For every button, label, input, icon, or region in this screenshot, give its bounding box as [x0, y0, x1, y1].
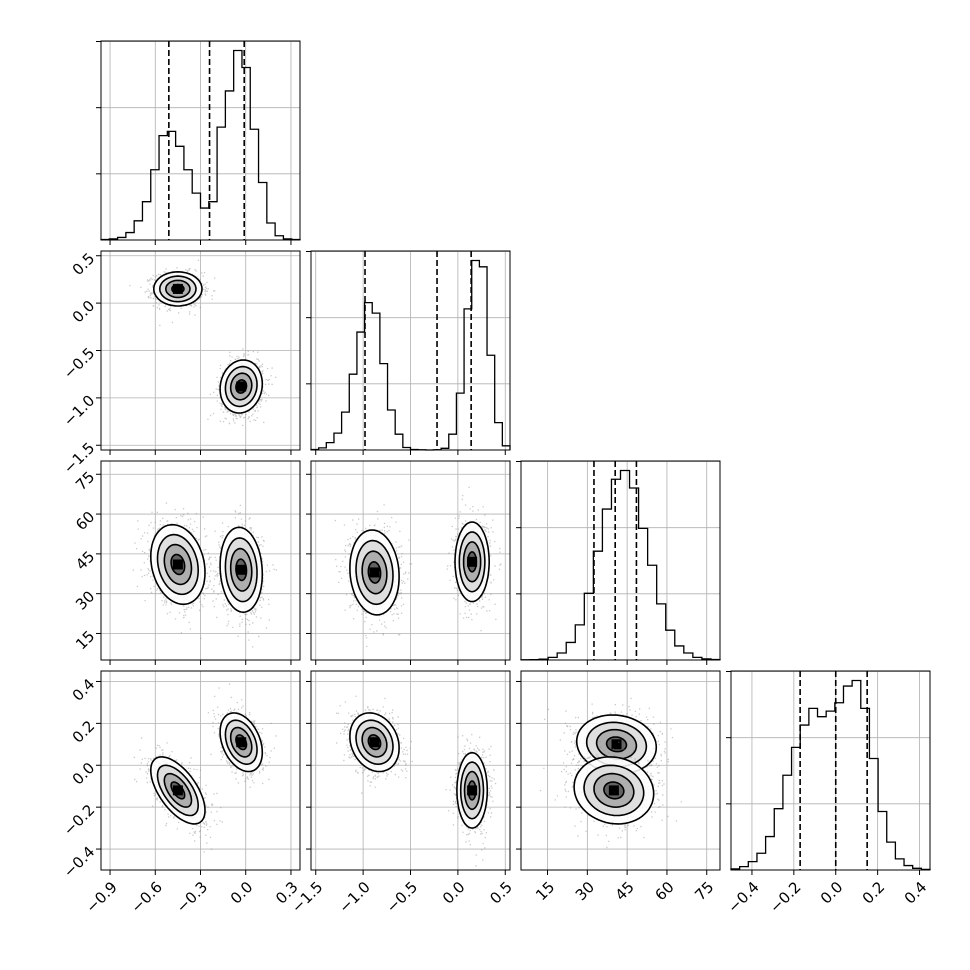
x-tick-label: 0.0 [817, 878, 847, 908]
x-tick-label: 15 [532, 878, 558, 904]
x-tick-label: 0.0 [439, 878, 469, 908]
scatter-panel-2-3 [306, 460, 511, 665]
axes-frame [100, 670, 301, 871]
x-tick-label: 0.5 [486, 878, 516, 908]
x-tick-label: −0.9 [82, 878, 120, 916]
y-tick-label: 45 [72, 548, 98, 574]
histogram-panel-4: −0.4 −0.2 0.0 0.2 0.4 [724, 670, 931, 917]
y-tick-label: 15 [72, 627, 98, 653]
y-tick-label: 60 [72, 508, 98, 534]
y-tick-label: −1.5 [60, 439, 98, 477]
x-tick-label: −0.4 [724, 878, 762, 916]
histogram-panel-2 [306, 250, 511, 455]
density-peak [236, 737, 247, 748]
axes-frame [310, 460, 511, 661]
y-tick-label: −0.5 [60, 344, 98, 382]
axes-frame [100, 250, 301, 451]
histogram-step [730, 679, 931, 871]
scatter-panel-1-2: −1.5 −1.0 −0.5 0.0 0.5 [60, 249, 301, 477]
histogram-panel-1 [96, 40, 301, 245]
axes-frame [100, 40, 301, 241]
density-peak [608, 785, 619, 796]
density-peak [172, 785, 183, 796]
y-tick-label: 0.4 [69, 675, 99, 705]
histogram-step [310, 259, 511, 451]
x-tick-label: 0.0 [227, 878, 257, 908]
histogram-step [520, 469, 721, 661]
density-peak [369, 567, 380, 578]
density-peak [467, 556, 478, 567]
density-peak [172, 559, 183, 570]
density-layer [133, 683, 277, 853]
scatter-panel-3-4: 15 30 45 60 75 [516, 670, 721, 904]
density-layer [334, 486, 502, 647]
density-peak [467, 785, 478, 796]
x-tick-label: 0.2 [859, 878, 889, 908]
x-tick-label: −1.0 [335, 878, 373, 916]
density-peak [236, 381, 247, 392]
y-tick-label: 0.5 [69, 249, 99, 279]
y-tick-label: 0.0 [69, 759, 99, 789]
x-tick-label: 30 [572, 878, 598, 904]
axes-frame [310, 250, 511, 451]
x-tick-label: −0.2 [766, 878, 804, 916]
y-tick-label: −0.4 [60, 843, 98, 881]
density-peak [611, 739, 622, 750]
y-tick-label: 0.2 [69, 717, 99, 747]
scatter-panel-1-4: −0.9 −0.6 −0.3 0.0 0.3−0.4−0.20.00.20.4 [60, 670, 302, 917]
histogram-step [100, 49, 301, 241]
x-tick-label: −0.3 [173, 878, 211, 916]
x-tick-label: 75 [691, 878, 717, 904]
axes-frame [310, 670, 511, 871]
x-tick-label: −0.5 [383, 878, 421, 916]
axes-frame [730, 670, 931, 871]
y-tick-label: 30 [72, 587, 98, 613]
density-layer [336, 695, 497, 867]
axes-frame [100, 460, 301, 661]
axes-frame [520, 670, 721, 871]
density-peak [236, 564, 247, 575]
y-tick-label: −1.0 [60, 392, 98, 430]
density-layer [129, 259, 277, 426]
x-tick-label: 60 [651, 878, 677, 904]
y-tick-label: −0.2 [60, 801, 98, 839]
histogram-panel-3 [516, 460, 721, 665]
x-tick-label: −0.6 [128, 878, 166, 916]
axes-frame [520, 460, 721, 661]
scatter-panel-2-4: −1.5 −1.0 −0.5 0.0 0.5 [288, 670, 516, 917]
density-layer [132, 502, 277, 648]
density-layer [540, 697, 682, 849]
x-tick-label: 0.4 [901, 878, 931, 908]
density-peak [369, 737, 380, 748]
x-tick-label: 45 [612, 878, 638, 904]
density-peak [172, 283, 183, 294]
y-tick-label: 0.0 [69, 297, 99, 327]
